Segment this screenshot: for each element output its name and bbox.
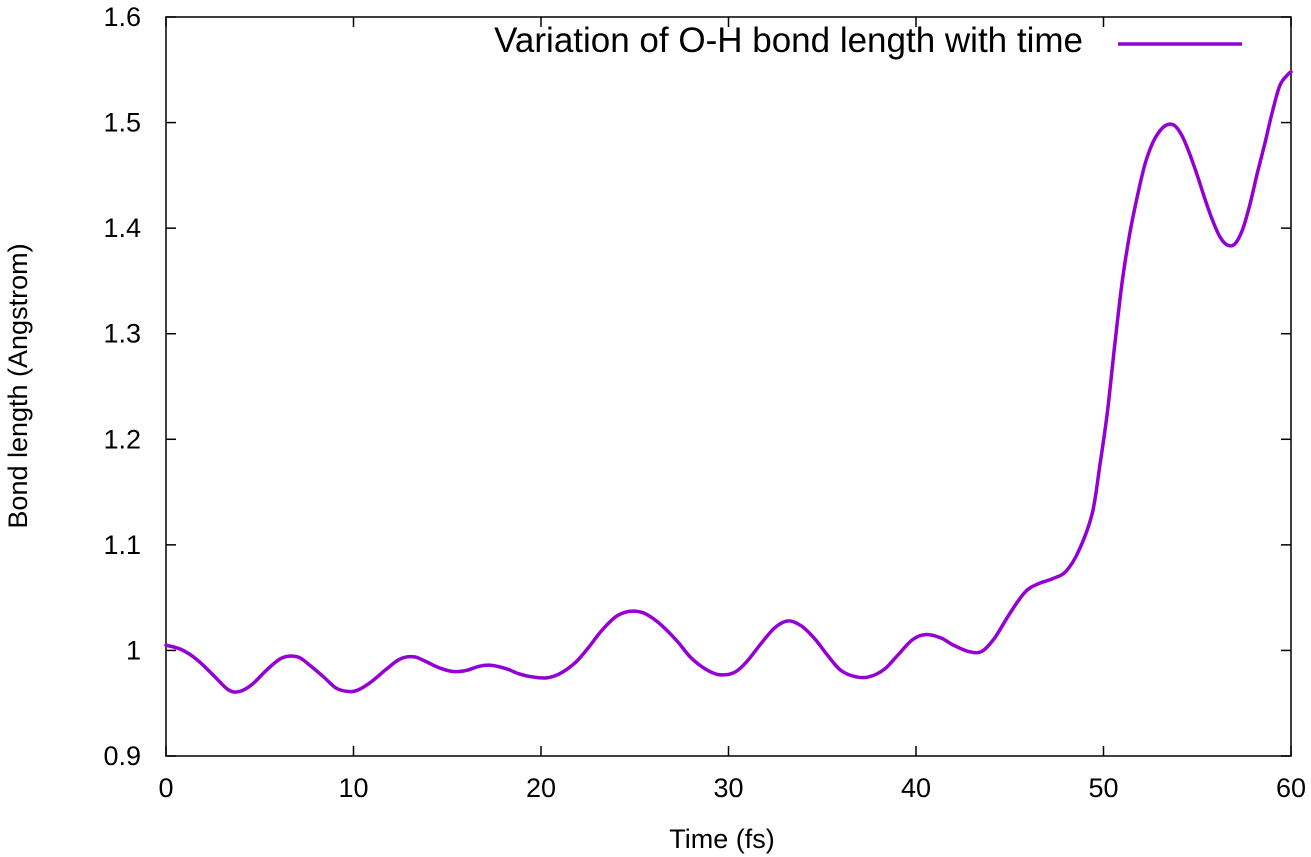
y-tick-label: 1.5 bbox=[103, 108, 141, 138]
x-tick-label: 40 bbox=[901, 773, 931, 803]
x-axis-title: Time (fs) bbox=[669, 824, 774, 854]
series-line bbox=[164, 70, 1293, 694]
y-tick-label: 1.1 bbox=[103, 530, 141, 560]
legend: Variation of O-H bond length with time bbox=[494, 21, 1242, 60]
x-tick-label: 50 bbox=[1088, 773, 1118, 803]
x-tick-label: 10 bbox=[338, 773, 368, 803]
y-tick-label: 1.2 bbox=[103, 424, 141, 454]
x-tick-label: 60 bbox=[1276, 773, 1306, 803]
y-tick-label: 1.6 bbox=[103, 2, 141, 32]
x-tick-label: 20 bbox=[526, 773, 556, 803]
y-tick-label: 0.9 bbox=[103, 741, 141, 771]
tick-labels-layer: 0 10 20 30 40 50 60 0.9 1 1.1 1.2 1.3 1.4 1.5 1.6 bbox=[103, 2, 1306, 803]
y-tick-label: 1 bbox=[126, 635, 141, 665]
x-tick-label: 30 bbox=[713, 773, 743, 803]
legend-label: Variation of O-H bond length with time bbox=[494, 21, 1083, 60]
x-tick-label: 0 bbox=[158, 773, 173, 803]
y-tick-label: 1.3 bbox=[103, 319, 141, 349]
ticks-layer bbox=[165, 16, 1292, 757]
y-axis-title: Bond length (Angstrom) bbox=[3, 243, 33, 528]
plot-frame bbox=[165, 16, 1292, 757]
y-tick-label: 1.4 bbox=[103, 213, 141, 243]
